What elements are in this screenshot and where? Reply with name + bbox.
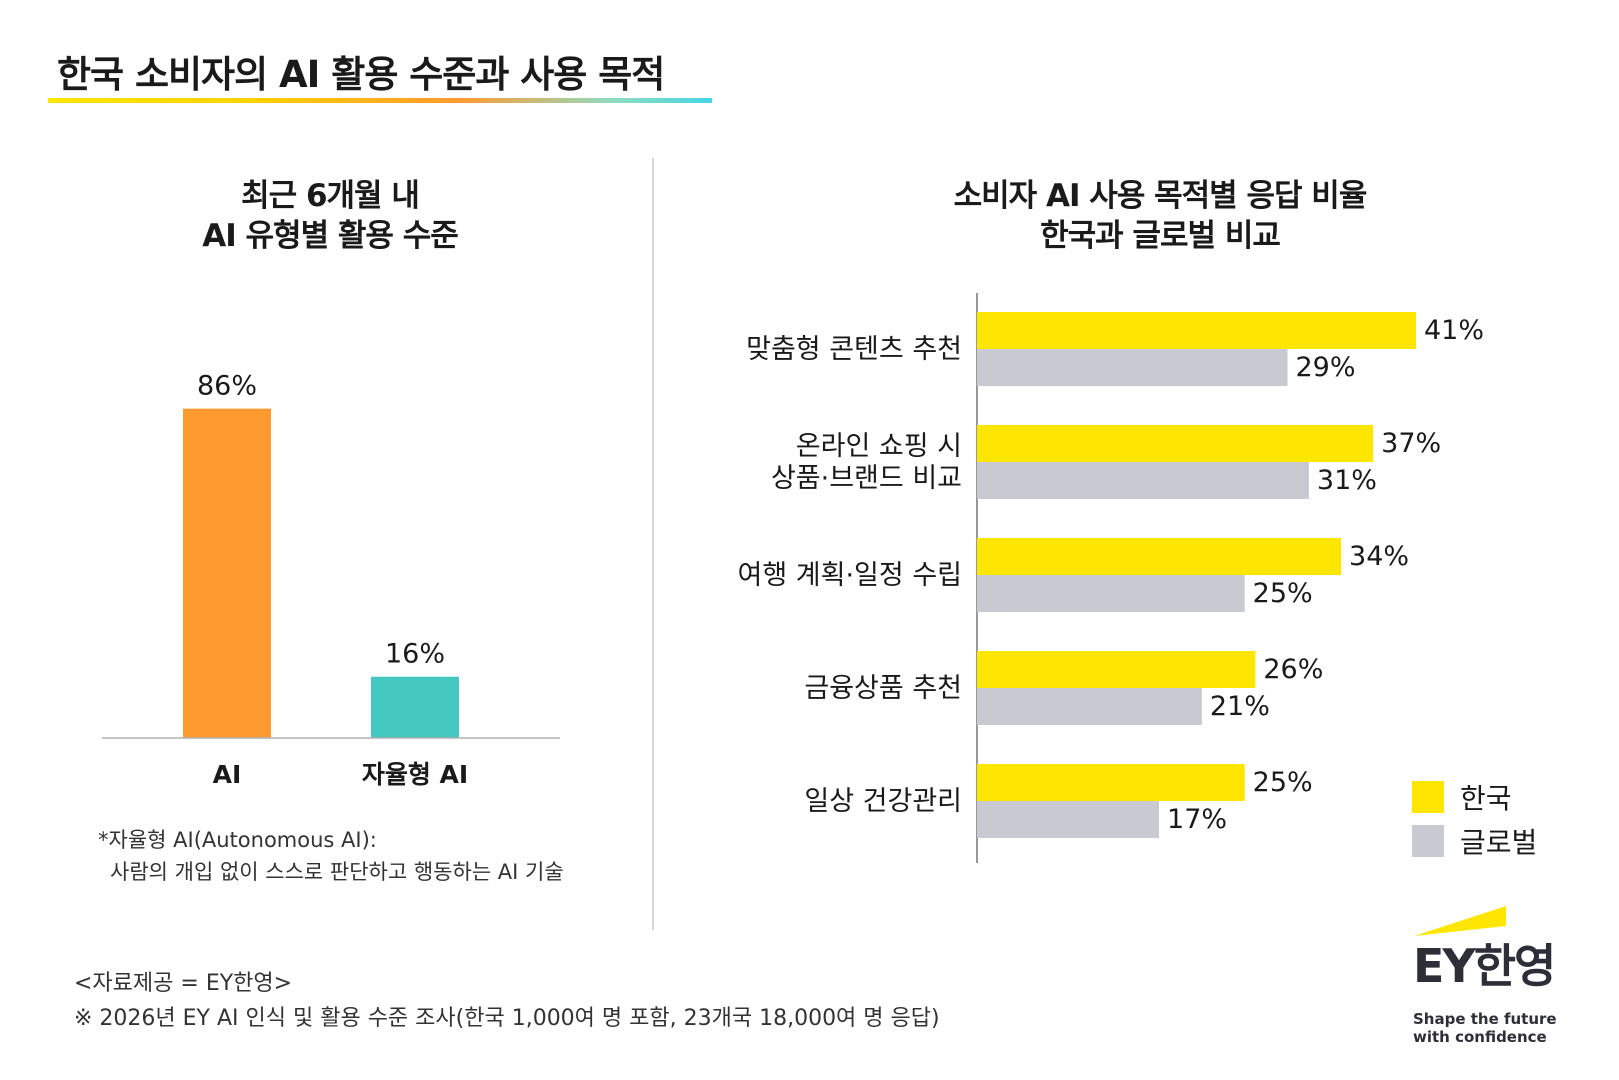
right-chart-title-line1: 소비자 AI 사용 목적별 응답 비율 <box>953 178 1368 214</box>
ai-purpose-bar-chart: 41% 29% 맞춤형 콘텐츠 추천 37%31% 온라인 쇼핑 시상품·브랜드 비교 3… <box>738 293 1484 863</box>
survey-note: ※ 2026년 EY AI 인식 및 활용 수준 조사(한국 1,000여 명 … <box>74 1006 940 1031</box>
right-chart-title-line2: 한국과 글로벌 비교 <box>1040 218 1281 254</box>
ai-usage-bar-chart: 86% AI 16% 자율형 AI <box>102 371 560 789</box>
bar-1 <box>371 676 459 738</box>
bar-value-label-2-0: 34% <box>1349 541 1409 572</box>
autonomous-ai-footnote: *자율형 AI(Autonomous AI): 사람의 개입 없이 스스로 판단… <box>98 824 564 888</box>
bar-value-label-1-0: 37% <box>1381 428 1441 459</box>
bar-value-label-0-1: 29% <box>1296 352 1356 383</box>
bar-value-label-3-0: 26% <box>1263 654 1323 685</box>
legend-item-global: 글로벌 <box>1412 819 1537 863</box>
page-title: 한국 소비자의 AI 활용 수준과 사용 목적 <box>57 53 665 96</box>
chart-legend: 한국 글로벌 <box>1412 775 1537 863</box>
bar-value-label-0-0: 41% <box>1424 315 1484 346</box>
bar-value-label-1-1: 31% <box>1317 465 1377 496</box>
category-label-1-line1: 상품·브랜드 비교 <box>771 463 962 494</box>
left-chart-title-line1: 최근 6개월 내 <box>241 178 420 214</box>
right-chart-title: 소비자 AI 사용 목적별 응답 비율 한국과 글로벌 비교 <box>810 176 1510 256</box>
category-label-2: 여행 계획·일정 수립 <box>738 560 962 591</box>
logo-tagline-line2: with confidence <box>1413 1028 1547 1046</box>
bar-value-label-4-0: 25% <box>1253 767 1313 798</box>
category-label-1: 자율형 AI <box>362 760 468 789</box>
legend-label-global: 글로벌 <box>1460 826 1538 859</box>
bar-1-series-0 <box>977 425 1374 462</box>
footnote-line2: 사람의 개입 없이 스스로 판단하고 행동하는 AI 기술 <box>110 860 564 884</box>
bar-value-label-0: 86% <box>197 371 257 402</box>
panel-divider <box>652 158 654 930</box>
bar-value-label-2-1: 25% <box>1253 578 1313 609</box>
bar-3-series-1 <box>977 688 1202 725</box>
footnote-line1: *자율형 AI(Autonomous AI): <box>98 828 377 852</box>
left-chart-title-line2: AI 유형별 활용 수준 <box>202 218 459 254</box>
bar-2-series-1 <box>977 575 1245 612</box>
category-label-1-line0: 온라인 쇼핑 시 <box>796 431 962 462</box>
logo-tagline-line1: Shape the future <box>1413 1010 1557 1028</box>
bar-0-series-1 <box>977 349 1288 386</box>
bar-0 <box>183 408 271 738</box>
bar-4-series-1 <box>977 801 1160 838</box>
bar-0-series-0 <box>977 312 1416 349</box>
logo-accent-bar <box>1414 906 1506 936</box>
bar-value-label-3-1: 21% <box>1210 691 1270 722</box>
legend-swatch-global <box>1412 825 1444 857</box>
left-chart-title: 최근 6개월 내 AI 유형별 활용 수준 <box>120 176 540 256</box>
category-label-4: 일상 건강관리 <box>804 786 962 817</box>
bar-3-series-0 <box>977 651 1256 688</box>
logo-wordmark: EY한영 <box>1413 939 1556 993</box>
bar-value-label-1: 16% <box>385 639 445 670</box>
bar-2-series-0 <box>977 538 1342 575</box>
logo-tagline: Shape the future with confidence <box>1413 1010 1557 1046</box>
legend-label-korea: 한국 <box>1460 782 1512 815</box>
source-footer: <자료제공 = EY한영> ※ 2026년 EY AI 인식 및 활용 수준 조… <box>74 966 940 1036</box>
legend-swatch-korea <box>1412 781 1444 813</box>
title-underline <box>48 98 712 103</box>
bar-4-series-0 <box>977 764 1245 801</box>
bar-value-label-4-1: 17% <box>1167 804 1227 835</box>
category-label-0: AI <box>213 760 242 789</box>
legend-item-korea: 한국 <box>1412 775 1537 819</box>
category-label-3: 금융상품 추천 <box>804 673 962 704</box>
bar-1-series-1 <box>977 462 1309 499</box>
category-label-0: 맞춤형 콘텐츠 추천 <box>746 334 962 365</box>
source-credit: <자료제공 = EY한영> <box>74 971 293 996</box>
ey-logo: EY한영 Shape the future with confidence <box>1408 906 1578 1046</box>
